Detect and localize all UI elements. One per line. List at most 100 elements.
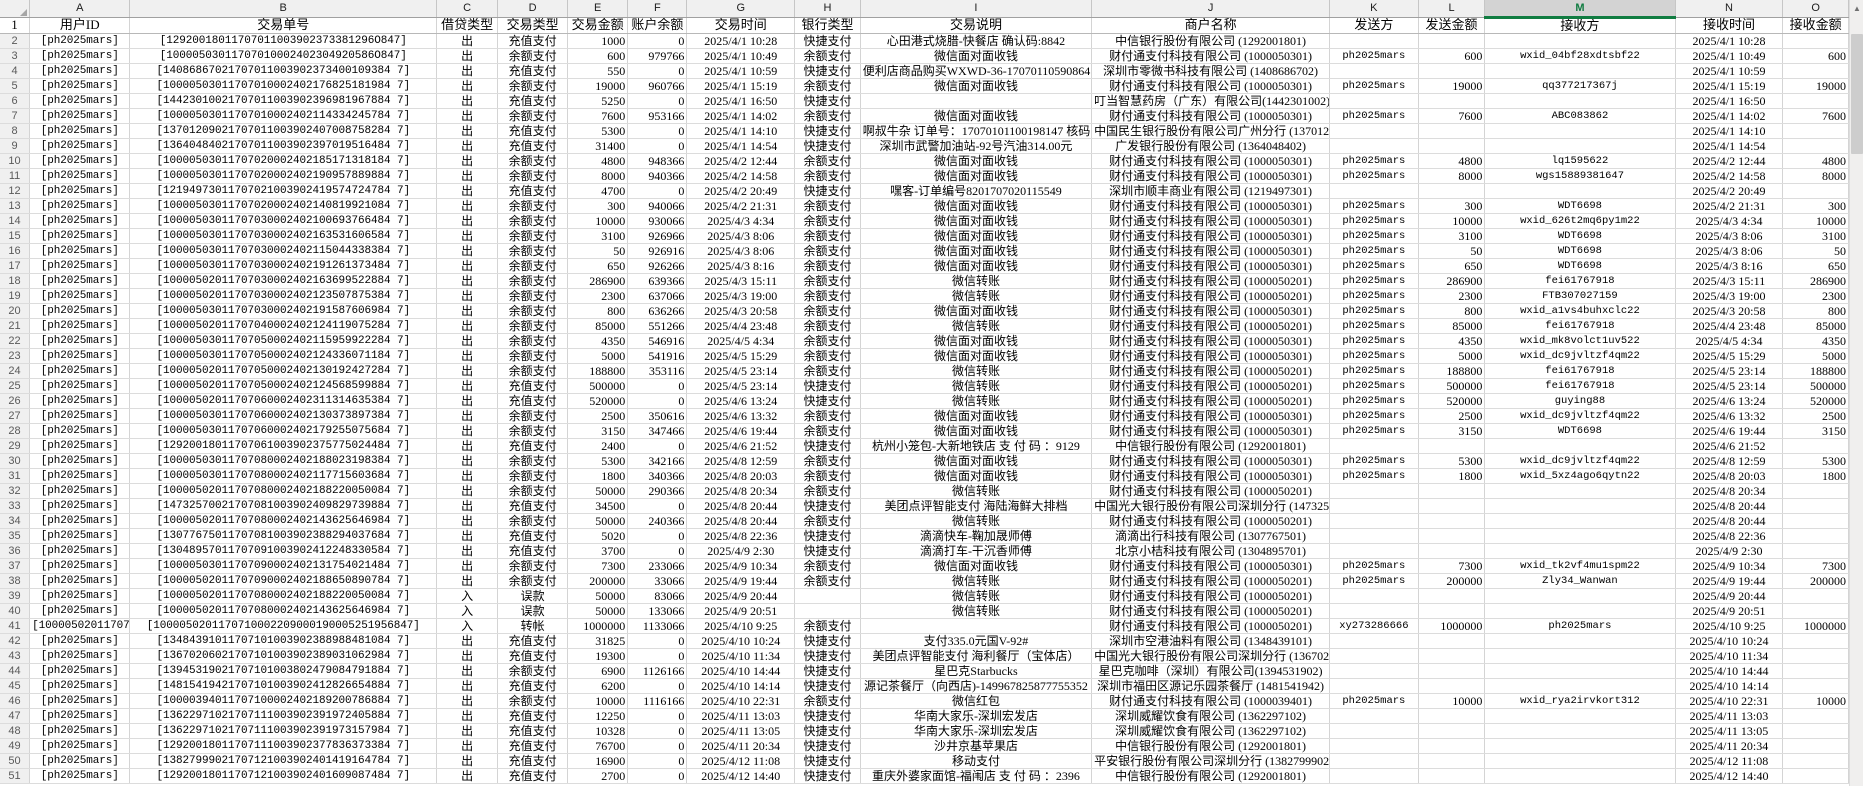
- table-row[interactable]: 51 [ph2025mars] [1292001801170712100390240…: [0, 768, 1849, 784]
- cell-F33[interactable]: 0: [627, 498, 688, 514]
- cell-B46[interactable]: [10000394011707100002402189200786884 7]: [129, 693, 437, 709]
- cell-I24[interactable]: 微信转账: [860, 363, 1093, 379]
- cell-C5[interactable]: 出: [436, 78, 499, 94]
- cell-D14[interactable]: 余额支付: [497, 213, 568, 229]
- cell-F3[interactable]: 979766: [627, 48, 688, 64]
- column-title-d[interactable]: 交易类型: [497, 17, 568, 34]
- cell-K30[interactable]: ph2025mars: [1329, 453, 1419, 469]
- cell-O25[interactable]: 500000: [1782, 378, 1849, 394]
- cell-K2[interactable]: [1329, 33, 1419, 49]
- cell-M34[interactable]: [1484, 513, 1676, 529]
- cell-A32[interactable]: [ph2025mars]: [29, 483, 131, 499]
- cell-E30[interactable]: 5300: [567, 453, 629, 469]
- cell-C26[interactable]: 出: [436, 393, 499, 409]
- cell-O42[interactable]: [1782, 633, 1849, 649]
- cell-O32[interactable]: [1782, 483, 1849, 499]
- cell-N15[interactable]: 2025/4/3 8:06: [1675, 228, 1784, 244]
- cell-B2[interactable]: [12920018011707011003902373381296O847]: [129, 33, 437, 49]
- cell-N2[interactable]: 2025/4/1 10:28: [1675, 33, 1784, 49]
- cell-J51[interactable]: 中信银行股份有限公司 (1292001801): [1091, 768, 1330, 784]
- table-row[interactable]: 46 [ph2025mars] [1000039401170710000240218…: [0, 693, 1849, 709]
- cell-E40[interactable]: 50000: [567, 603, 629, 619]
- cell-F7[interactable]: 953166: [627, 108, 688, 124]
- cell-M16[interactable]: WDT6698: [1484, 243, 1676, 259]
- column-header-a[interactable]: A: [29, 0, 131, 18]
- row-header-26[interactable]: 26: [0, 393, 31, 409]
- cell-N18[interactable]: 2025/4/3 15:11: [1675, 273, 1784, 289]
- cell-I41[interactable]: [860, 618, 1093, 634]
- cell-L40[interactable]: [1418, 603, 1486, 619]
- column-title-c[interactable]: 借贷类型: [436, 17, 499, 34]
- cell-O20[interactable]: 800: [1782, 303, 1849, 319]
- cell-F49[interactable]: 0: [627, 738, 688, 754]
- cell-F26[interactable]: 0: [627, 393, 688, 409]
- cell-C2[interactable]: 出: [436, 33, 499, 49]
- cell-I19[interactable]: 微信转账: [860, 288, 1093, 304]
- cell-D44[interactable]: 余额支付: [497, 663, 568, 679]
- cell-K43[interactable]: [1329, 648, 1419, 664]
- cell-E36[interactable]: 3700: [567, 543, 629, 559]
- cell-C28[interactable]: 出: [436, 423, 499, 439]
- cell-N16[interactable]: 2025/4/3 8:06: [1675, 243, 1784, 259]
- cell-C21[interactable]: 出: [436, 318, 499, 334]
- cell-L18[interactable]: 286900: [1418, 273, 1486, 289]
- cell-O17[interactable]: 650: [1782, 258, 1849, 274]
- cell-L34[interactable]: [1418, 513, 1486, 529]
- cell-G44[interactable]: 2025/4/10 14:44: [686, 663, 796, 679]
- table-row[interactable]: 30 [ph2025mars] [1000050301170708000240218…: [0, 453, 1849, 469]
- cell-C44[interactable]: 出: [436, 663, 499, 679]
- cell-I28[interactable]: 微信面对面收钱: [860, 423, 1093, 439]
- cell-O48[interactable]: [1782, 723, 1849, 739]
- cell-A38[interactable]: [ph2025mars]: [29, 573, 131, 589]
- cell-L21[interactable]: 85000: [1418, 318, 1486, 334]
- cell-M18[interactable]: fei61767918: [1484, 273, 1676, 289]
- column-title-n[interactable]: 接收时间: [1675, 17, 1784, 34]
- cell-N42[interactable]: 2025/4/10 10:24: [1675, 633, 1784, 649]
- cell-D9[interactable]: 充值支付: [497, 138, 568, 154]
- table-row[interactable]: 38 [ph2025mars] [1000050201170709000240218…: [0, 573, 1849, 589]
- cell-J46[interactable]: 财付通支付科技有限公司 (1000039401): [1091, 693, 1330, 709]
- cell-C6[interactable]: 出: [436, 93, 499, 109]
- cell-H8[interactable]: 快捷支付: [794, 123, 861, 139]
- cell-F47[interactable]: 0: [627, 708, 688, 724]
- cell-L45[interactable]: [1418, 678, 1486, 694]
- column-title-k[interactable]: 发送方: [1329, 17, 1419, 34]
- cell-O39[interactable]: [1782, 588, 1849, 604]
- cell-B10[interactable]: [10000503011707020002402185171318184 7]: [129, 153, 437, 169]
- cell-O4[interactable]: [1782, 63, 1849, 79]
- cell-A37[interactable]: [ph2025mars]: [29, 558, 131, 574]
- cell-O3[interactable]: 600: [1782, 48, 1849, 64]
- cell-E8[interactable]: 5300: [567, 123, 629, 139]
- cell-M25[interactable]: fei61767918: [1484, 378, 1676, 394]
- row-header-46[interactable]: 46: [0, 693, 31, 709]
- cell-H32[interactable]: 余额支付: [794, 483, 861, 499]
- cell-E43[interactable]: 19300: [567, 648, 629, 664]
- cell-M10[interactable]: lq1595622: [1484, 153, 1676, 169]
- row-header-31[interactable]: 31: [0, 468, 31, 484]
- cell-G3[interactable]: 2025/4/1 10:49: [686, 48, 796, 64]
- cell-C18[interactable]: 出: [436, 273, 499, 289]
- cell-I48[interactable]: 华南大家乐-深圳宏发店: [860, 723, 1093, 739]
- cell-C34[interactable]: 出: [436, 513, 499, 529]
- cell-I5[interactable]: 微信面对面收钱: [860, 78, 1093, 94]
- cell-A16[interactable]: [ph2025mars]: [29, 243, 131, 259]
- cell-E42[interactable]: 31825: [567, 633, 629, 649]
- row-header-22[interactable]: 22: [0, 333, 31, 349]
- cell-B45[interactable]: [14815419421707101003902412826654884 7]: [129, 678, 437, 694]
- cell-L20[interactable]: 800: [1418, 303, 1486, 319]
- row-header-28[interactable]: 28: [0, 423, 31, 439]
- cell-B38[interactable]: [10000502011707090002402188650890784 7]: [129, 573, 437, 589]
- cell-J31[interactable]: 财付通支付科技有限公司 (1000050301): [1091, 468, 1330, 484]
- cell-G9[interactable]: 2025/4/1 14:54: [686, 138, 796, 154]
- cell-O33[interactable]: [1782, 498, 1849, 514]
- cell-J13[interactable]: 财付通支付科技有限公司 (1000050301): [1091, 198, 1330, 214]
- cell-M35[interactable]: [1484, 528, 1676, 544]
- cell-G32[interactable]: 2025/4/8 20:34: [686, 483, 796, 499]
- cell-L7[interactable]: 7600: [1418, 108, 1486, 124]
- cell-I15[interactable]: 微信面对面收钱: [860, 228, 1093, 244]
- cell-J24[interactable]: 财付通支付科技有限公司 (1000050201): [1091, 363, 1330, 379]
- cell-E10[interactable]: 4800: [567, 153, 629, 169]
- cell-A15[interactable]: [ph2025mars]: [29, 228, 131, 244]
- cell-E26[interactable]: 520000: [567, 393, 629, 409]
- cell-J40[interactable]: 财付通支付科技有限公司 (1000050201): [1091, 603, 1330, 619]
